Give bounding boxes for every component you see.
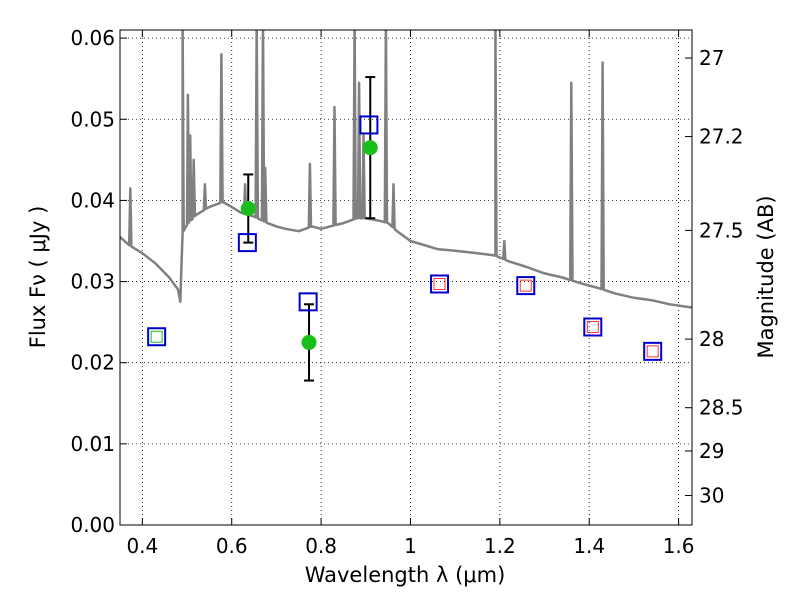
model-point-inner xyxy=(646,345,659,358)
magnitude-tick-label: 27 xyxy=(699,46,724,70)
x-tick-label: 1.4 xyxy=(573,534,605,558)
observed-point xyxy=(362,140,378,156)
magnitude-axis-label: Magnitude (AB) xyxy=(754,195,778,358)
y-tick-label: 0.00 xyxy=(70,513,115,537)
y-axis: 0.00 0.01 0.02 0.03 0.04 0.05 0.06 xyxy=(70,26,127,537)
y-tick-label: 0.06 xyxy=(70,26,115,50)
plot-frame xyxy=(119,29,693,526)
y-tick-label: 0.02 xyxy=(70,351,115,375)
magnitude-tick-label: 28 xyxy=(699,327,724,351)
x-tick-label: 1 xyxy=(404,534,417,558)
observed-point xyxy=(240,201,256,217)
x-axis: 0.4 0.6 0.8 1 1.2 1.4 1.6 xyxy=(126,30,695,558)
x-tick-label: 1.6 xyxy=(663,534,695,558)
x-tick-label: 1.2 xyxy=(484,534,516,558)
model-point-inner xyxy=(586,321,599,333)
grid xyxy=(120,30,692,526)
model-point-inner xyxy=(150,330,163,343)
model-point-inner xyxy=(519,279,532,292)
model-point xyxy=(237,233,257,253)
x-tick-label: 0.8 xyxy=(305,534,337,558)
y-tick-label: 0.04 xyxy=(70,188,115,212)
model-points xyxy=(147,115,663,361)
model-point xyxy=(430,274,450,294)
model-point xyxy=(643,341,663,361)
magnitude-tick-label: 27.5 xyxy=(699,218,744,242)
y-tick-label: 0.01 xyxy=(70,432,115,456)
observed-points xyxy=(240,140,378,350)
magnitude-tick-label: 28.5 xyxy=(699,396,744,420)
model-point xyxy=(516,276,536,296)
x-tick-label: 0.6 xyxy=(216,534,248,558)
magnitude-tick-label: 29 xyxy=(699,439,724,463)
sed-spectrum xyxy=(120,30,692,309)
model-point xyxy=(147,327,167,347)
model-point xyxy=(298,292,318,312)
model-point-inner xyxy=(433,277,446,290)
magnitude-axis: 27 27.2 27.5 28 28.5 29 30 xyxy=(685,46,744,508)
magnitude-tick-label: 27.2 xyxy=(699,125,744,149)
sed-line xyxy=(120,30,692,309)
y-axis-label: Flux Fν ( μJy ) xyxy=(26,206,50,349)
y-tick-label: 0.05 xyxy=(70,107,115,131)
observed-point xyxy=(301,334,317,350)
x-tick-label: 0.4 xyxy=(126,534,158,558)
model-point xyxy=(359,115,379,135)
magnitude-tick-label: 30 xyxy=(699,484,724,508)
x-axis-label: Wavelength λ (μm) xyxy=(305,563,506,587)
model-point xyxy=(583,317,603,337)
plot-border xyxy=(119,29,693,526)
y-tick-label: 0.03 xyxy=(70,270,115,294)
